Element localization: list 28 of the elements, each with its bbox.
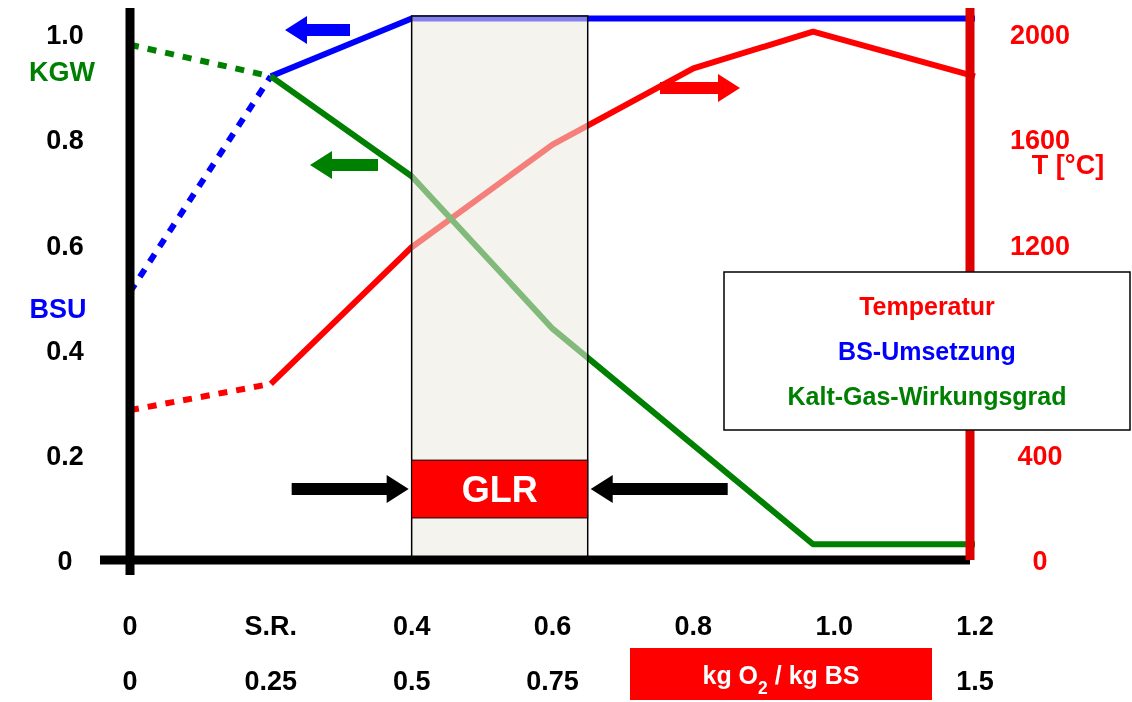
x2-tick-label: 0.75 (526, 666, 579, 696)
y2-tick-label: 1200 (1009, 230, 1071, 261)
y2-axis-title: T [°C] (1031, 149, 1105, 180)
y2-tick-label: 400 (1017, 440, 1063, 471)
y-tick-label: 0 (57, 546, 73, 576)
text: BSU (29, 293, 87, 324)
x2-axis-title: kg O$_{2}$ / kg BS (702, 661, 860, 698)
y2-tick-label: 0 (1032, 546, 1048, 576)
x2-tick-label: 0.25 (244, 666, 298, 696)
text: KGW (29, 57, 96, 88)
x-tick-label: 1.0 (815, 611, 853, 641)
x-tick-label: 1.2 (956, 611, 994, 641)
x-tick-label: 0.6 (533, 611, 572, 641)
y-tick-label: 0.6 (46, 230, 84, 261)
x-tick-label: 0.4 (392, 611, 431, 641)
x-tick-label: 0 (122, 611, 138, 641)
x2-tick-label: 0.5 (392, 666, 431, 696)
legend: Temperatur BS-Umsetzung Kalt-Gas-Wirkungsgrad (723, 271, 1131, 431)
x2-tick-label: 0 (122, 666, 138, 696)
x-tick-label: S.R. (244, 611, 298, 641)
y-tick-label: 0.8 (46, 125, 84, 156)
y-tick-label: 1.0 (46, 20, 84, 51)
band-label: GLR (461, 469, 538, 511)
y-tick-label: 0.4 (46, 335, 84, 366)
x2-tick-label: 1.5 (956, 666, 994, 696)
y2-tick-label: 2000 (1009, 20, 1071, 51)
x-tick-label: 0.8 (674, 611, 713, 641)
y-tick-label: 0.2 (46, 440, 84, 471)
